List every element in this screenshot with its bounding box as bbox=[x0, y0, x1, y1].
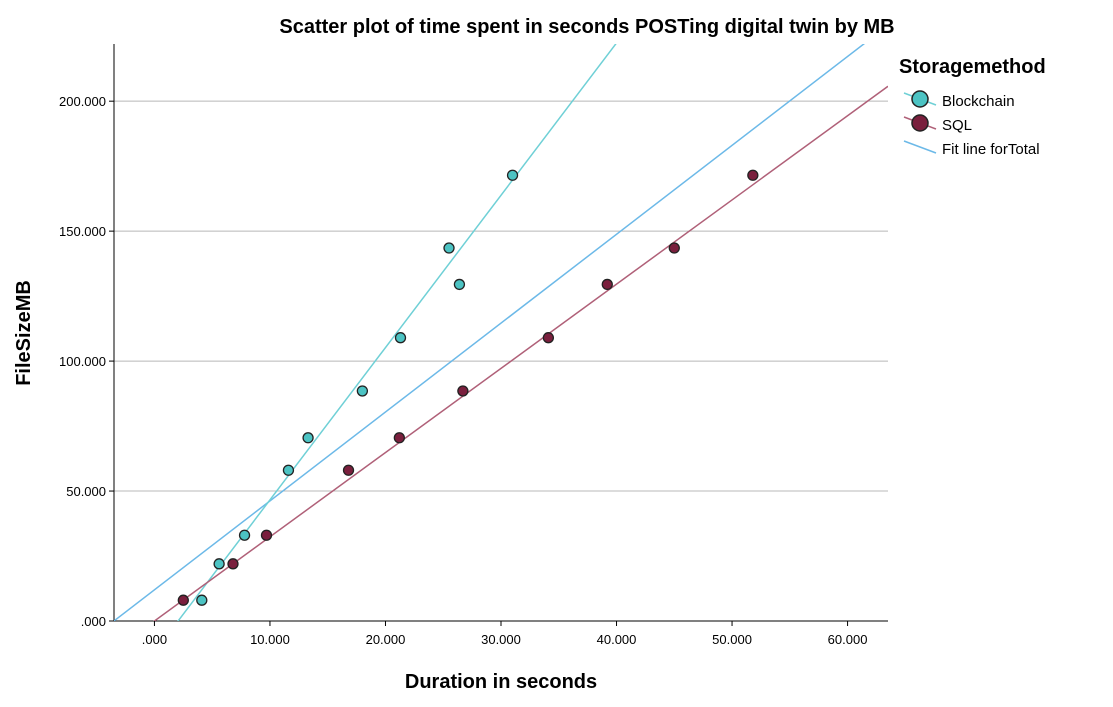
data-points bbox=[177, 169, 759, 606]
point-blockchain-6 bbox=[394, 332, 407, 344]
point-sql-2 bbox=[260, 529, 273, 541]
x-tick-labels: .000 10.000 20.000 30.000 40.000 50.000 60.000 bbox=[142, 621, 868, 647]
point-blockchain-0 bbox=[196, 594, 208, 606]
legend: Storagemethod Blockchain SQL Fit line fo… bbox=[899, 56, 1046, 158]
point-blockchain-4 bbox=[302, 432, 314, 444]
x-tick-label-1: 10.000 bbox=[250, 632, 290, 647]
x-tick-label-5: 50.000 bbox=[712, 632, 752, 647]
chart-title: Scatter plot of time spent in seconds PO… bbox=[279, 16, 894, 38]
legend-sql-marker bbox=[911, 114, 929, 132]
y-tick-label-4: 200.000 bbox=[59, 94, 106, 109]
point-blockchain-1 bbox=[213, 558, 225, 570]
fit-line-sql bbox=[153, 85, 888, 621]
x-tick-label-4: 40.000 bbox=[597, 632, 637, 647]
legend-title: Storagemethod bbox=[899, 56, 1046, 78]
point-blockchain-9 bbox=[506, 169, 519, 181]
y-tick-label-3: 150.000 bbox=[59, 224, 106, 239]
fit-lines bbox=[114, 44, 888, 621]
point-sql-7 bbox=[601, 278, 613, 291]
point-sql-5 bbox=[457, 385, 469, 397]
y-tick-label-0: .000 bbox=[81, 614, 106, 629]
point-blockchain-8 bbox=[453, 278, 466, 291]
fit-line-total bbox=[114, 44, 866, 621]
gridlines bbox=[114, 100, 888, 492]
x-axis-title: Duration in seconds bbox=[405, 671, 597, 693]
point-blockchain-2 bbox=[238, 529, 251, 541]
point-sql-3 bbox=[342, 464, 355, 476]
legend-fit-line bbox=[903, 140, 937, 154]
fit-line-blockchain bbox=[177, 44, 617, 621]
legend-blockchain-marker bbox=[911, 90, 929, 108]
legend-sql-label: SQL bbox=[942, 117, 972, 134]
point-sql-8 bbox=[668, 242, 680, 254]
point-blockchain-3 bbox=[282, 464, 295, 476]
point-sql-4 bbox=[393, 432, 405, 444]
x-tick-label-0: .000 bbox=[142, 632, 167, 647]
point-blockchain-5 bbox=[356, 385, 369, 397]
point-blockchain-7 bbox=[443, 242, 455, 254]
point-sql-0 bbox=[177, 594, 189, 606]
legend-fit-label: Fit line forTotal bbox=[942, 141, 1040, 158]
point-sql-6 bbox=[542, 332, 555, 344]
point-sql-1 bbox=[227, 558, 239, 570]
y-tick-labels: .000 50.000 100.000 150.000 200.000 bbox=[59, 94, 114, 629]
x-tick-label-6: 60.000 bbox=[828, 632, 868, 647]
y-axis-title: FileSizeMB bbox=[13, 280, 35, 386]
y-tick-label-2: 100.000 bbox=[59, 354, 106, 369]
x-tick-label-3: 30.000 bbox=[481, 632, 521, 647]
point-sql-9 bbox=[747, 169, 759, 181]
y-tick-label-1: 50.000 bbox=[66, 484, 106, 499]
x-tick-label-2: 20.000 bbox=[366, 632, 406, 647]
legend-blockchain-label: Blockchain bbox=[942, 93, 1015, 110]
